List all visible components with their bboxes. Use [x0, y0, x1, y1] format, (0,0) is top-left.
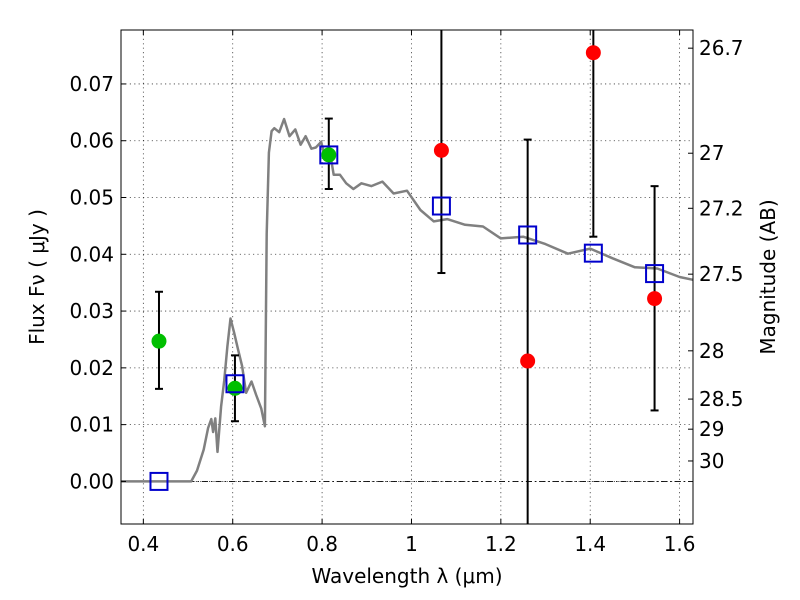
data-point	[151, 333, 167, 349]
data-point	[321, 147, 337, 163]
y-tick-label: 0.01	[69, 413, 114, 437]
x-tick-label: 1.6	[664, 532, 696, 556]
y2-tick-label: 28.5	[699, 387, 744, 411]
y-tick-label: 0.03	[69, 299, 114, 323]
y-tick-label: 0.00	[69, 469, 114, 493]
data-point	[433, 142, 449, 158]
x-axis-label: Wavelength λ (μm)	[311, 564, 502, 588]
y2-tick-label: 27.2	[699, 196, 744, 220]
y-tick-label: 0.05	[69, 186, 114, 210]
x-tick-label: 0.6	[217, 532, 249, 556]
y2-tick-label: 27.5	[699, 262, 744, 286]
x-tick-label: 0.8	[306, 532, 338, 556]
sed-model-line	[121, 117, 694, 483]
y2-tick-label: 30	[699, 449, 724, 473]
data-point	[520, 353, 536, 369]
sed-layer	[121, 117, 694, 483]
y2-tick-label: 29	[699, 417, 724, 441]
grid	[121, 30, 693, 524]
plot-frame	[120, 29, 694, 525]
data-point	[647, 291, 663, 307]
data-point	[585, 45, 601, 61]
y-tick-label: 0.04	[69, 242, 114, 266]
error-bars	[154, 30, 659, 524]
model-photometry-square	[431, 196, 451, 216]
x-tick-label: 1.4	[574, 532, 606, 556]
model-photometry-square	[225, 374, 245, 394]
y2-tick-label: 26.7	[699, 36, 744, 60]
y-axis-label: Flux Fν ( μJy )	[25, 209, 49, 345]
x-tick-label: 0.4	[127, 532, 159, 556]
y-tick-label: 0.06	[69, 129, 114, 153]
y2-tick-label: 27	[699, 141, 724, 165]
model-photometry-square	[583, 243, 603, 263]
y-tick-label: 0.02	[69, 356, 114, 380]
markers	[149, 45, 665, 491]
y2-axis-label: Magnitude (AB)	[756, 199, 780, 354]
y-tick-label: 0.07	[69, 72, 114, 96]
model-photometry-square	[319, 145, 339, 165]
model-photometry-square	[149, 471, 169, 491]
axis-ticks: 0.4 0.6 0.8 1 1.2 1.4 1.6 0.00 0.01 0.02 0.03 0.04 0…	[69, 30, 744, 556]
y2-tick-label: 28	[699, 339, 724, 363]
x-tick-label: 1	[405, 532, 418, 556]
data-point	[227, 380, 243, 396]
x-tick-label: 1.2	[485, 532, 517, 556]
model-photometry-square	[645, 264, 665, 284]
model-photometry-square	[518, 225, 538, 245]
